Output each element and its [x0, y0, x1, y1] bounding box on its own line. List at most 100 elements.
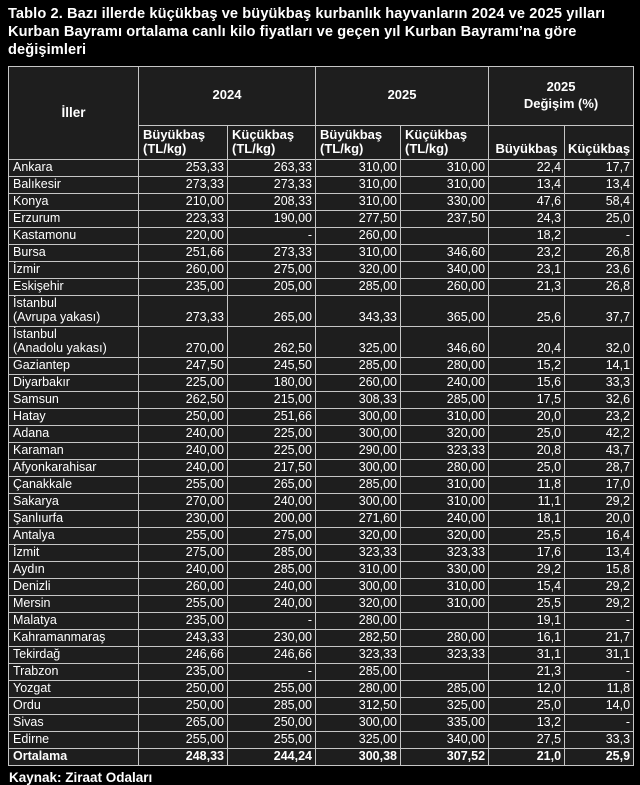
value-cell-2025-kucukbas: 330,00 — [400, 192, 490, 211]
value-cell-2025-kucukbas: 323,33 — [400, 543, 490, 562]
value-cell-2025-buyukbas: 282,50 — [315, 628, 402, 647]
value-cell-degisim-buyukbas: 19,1 — [488, 611, 566, 630]
city-cell: Ortalama — [8, 747, 139, 766]
value-cell-2024-buyukbas: 248,33 — [138, 747, 228, 766]
table-row: Karaman 240,00 225,00 290,00 323,33 20,8… — [8, 441, 635, 460]
value-cell-2025-buyukbas: 320,00 — [315, 594, 402, 613]
value-cell-2025-buyukbas: 280,00 — [315, 679, 402, 698]
value-cell-2024-buyukbas: 270,00 — [138, 325, 228, 358]
city-cell: Trabzon — [8, 662, 139, 681]
table-row: İzmit 275,00 285,00 323,33 323,33 17,6 1… — [8, 543, 635, 562]
value-cell-2025-kucukbas: 320,00 — [400, 424, 490, 443]
value-cell-2024-buyukbas: 260,00 — [138, 260, 228, 279]
value-cell-2025-buyukbas: 280,00 — [315, 611, 402, 630]
value-cell-2024-buyukbas: 255,00 — [138, 526, 228, 545]
table-row: Yozgat 250,00 255,00 280,00 285,00 12,0 … — [8, 679, 635, 698]
value-cell-degisim-kucukbas: 32,6 — [564, 390, 635, 409]
value-cell-degisim-buyukbas: 25,5 — [488, 526, 566, 545]
value-cell-degisim-kucukbas: 25,0 — [564, 209, 635, 228]
value-cell-2024-kucukbas: 285,00 — [226, 543, 317, 562]
value-cell-degisim-buyukbas: 15,4 — [488, 577, 566, 596]
value-cell-2025-buyukbas: 310,00 — [315, 560, 402, 579]
value-cell-2024-kucukbas: 285,00 — [226, 560, 317, 579]
value-cell-degisim-kucukbas: 14,0 — [564, 696, 635, 715]
value-cell-degisim-kucukbas: 11,8 — [564, 679, 635, 698]
value-cell-degisim-buyukbas: 31,1 — [488, 645, 566, 664]
value-cell-degisim-kucukbas: 37,7 — [564, 294, 635, 327]
value-cell-degisim-buyukbas: 20,0 — [488, 407, 566, 426]
value-cell-degisim-buyukbas: 13,2 — [488, 713, 566, 732]
value-cell-2025-kucukbas: 323,33 — [400, 645, 490, 664]
value-cell-2024-buyukbas: 270,00 — [138, 492, 228, 511]
value-cell-degisim-kucukbas: 26,8 — [564, 243, 635, 262]
city-cell: Yozgat — [8, 679, 139, 698]
header-row-groups: İller 2024 2025 2025 Değişim (%) — [8, 65, 635, 160]
value-cell-degisim-kucukbas: 23,6 — [564, 260, 635, 279]
value-cell-2025-kucukbas: 307,52 — [400, 747, 490, 766]
value-cell-2025-kucukbas: 365,00 — [400, 294, 490, 327]
table-row: Trabzon 235,00 - 285,00 21,3 - — [8, 662, 635, 681]
value-cell-degisim-buyukbas: 21,3 — [488, 662, 566, 681]
value-cell-2024-kucukbas: 245,50 — [226, 356, 317, 375]
value-cell-2025-kucukbas: 280,00 — [400, 628, 490, 647]
value-cell-2024-kucukbas: 265,00 — [226, 294, 317, 327]
city-cell: Kahramanmaraş — [8, 628, 139, 647]
table-row: Tekirdağ 246,66 246,66 323,33 323,33 31,… — [8, 645, 635, 664]
value-cell-2024-buyukbas: 250,00 — [138, 696, 228, 715]
header-2024-buyukbas: Büyükbaş (TL/kg) — [138, 124, 228, 160]
value-cell-2024-kucukbas: 190,00 — [226, 209, 317, 228]
value-cell-2024-kucukbas: 240,00 — [226, 577, 317, 596]
value-cell-2025-kucukbas — [400, 662, 490, 681]
value-cell-2025-buyukbas: 323,33 — [315, 645, 402, 664]
table-row: Samsun 262,50 215,00 308,33 285,00 17,5 … — [8, 390, 635, 409]
value-cell-2025-buyukbas: 277,50 — [315, 209, 402, 228]
value-cell-2025-buyukbas: 285,00 — [315, 662, 402, 681]
value-cell-2025-buyukbas: 310,00 — [315, 158, 402, 177]
value-cell-2025-buyukbas: 300,00 — [315, 407, 402, 426]
value-cell-degisim-kucukbas: 20,0 — [564, 509, 635, 528]
value-cell-degisim-buyukbas: 21,0 — [488, 747, 566, 766]
value-cell-2024-kucukbas: 240,00 — [226, 492, 317, 511]
value-cell-2024-kucukbas: 273,33 — [226, 175, 317, 194]
value-cell-degisim-kucukbas: 43,7 — [564, 441, 635, 460]
city-cell: Çanakkale — [8, 475, 139, 494]
value-cell-2025-kucukbas: 346,60 — [400, 325, 490, 358]
header-group-degisim: 2025 Değişim (%) — [488, 65, 635, 126]
value-cell-degisim-buyukbas: 20,8 — [488, 441, 566, 460]
value-cell-degisim-buyukbas: 29,2 — [488, 560, 566, 579]
header-degisim-buyukbas: Büyükbaş — [488, 124, 566, 160]
table-row: Şanlıurfa 230,00 200,00 271,60 240,00 18… — [8, 509, 635, 528]
value-cell-2025-buyukbas: 300,00 — [315, 492, 402, 511]
value-cell-2025-buyukbas: 285,00 — [315, 277, 402, 296]
value-cell-2025-buyukbas: 271,60 — [315, 509, 402, 528]
value-cell-2024-buyukbas: 240,00 — [138, 560, 228, 579]
header-group-2025: 2025 — [315, 65, 490, 126]
city-cell: Adana — [8, 424, 139, 443]
value-cell-degisim-kucukbas: 58,4 — [564, 192, 635, 211]
value-cell-2024-kucukbas: 200,00 — [226, 509, 317, 528]
value-cell-2024-kucukbas: - — [226, 662, 317, 681]
value-cell-degisim-kucukbas: 42,2 — [564, 424, 635, 443]
table-row: Konya 210,00 208,33 310,00 330,00 47,6 5… — [8, 192, 635, 211]
value-cell-degisim-kucukbas: 15,8 — [564, 560, 635, 579]
value-cell-2024-kucukbas: 273,33 — [226, 243, 317, 262]
value-cell-degisim-buyukbas: 25,5 — [488, 594, 566, 613]
value-cell-2025-kucukbas: 310,00 — [400, 492, 490, 511]
value-cell-2025-buyukbas: 320,00 — [315, 260, 402, 279]
value-cell-degisim-buyukbas: 22,4 — [488, 158, 566, 177]
city-cell: Aydın — [8, 560, 139, 579]
value-cell-2024-buyukbas: 255,00 — [138, 730, 228, 749]
table-row: İstanbul (Avrupa yakası) 273,33 265,00 3… — [8, 294, 635, 327]
table-row: Hatay 250,00 251,66 300,00 310,00 20,0 2… — [8, 407, 635, 426]
table-row: Kahramanmaraş 243,33 230,00 282,50 280,0… — [8, 628, 635, 647]
value-cell-2024-buyukbas: 223,33 — [138, 209, 228, 228]
value-cell-degisim-buyukbas: 27,5 — [488, 730, 566, 749]
source-caption: Kaynak: Ziraat Odaları — [9, 769, 153, 785]
city-cell: Edirne — [8, 730, 139, 749]
value-cell-2024-buyukbas: 240,00 — [138, 458, 228, 477]
value-cell-2025-buyukbas: 260,00 — [315, 226, 402, 245]
header-group-2024: 2024 — [137, 65, 317, 126]
city-cell: Bursa — [8, 243, 139, 262]
value-cell-2025-kucukbas: 285,00 — [400, 390, 490, 409]
city-cell: Sakarya — [8, 492, 139, 511]
